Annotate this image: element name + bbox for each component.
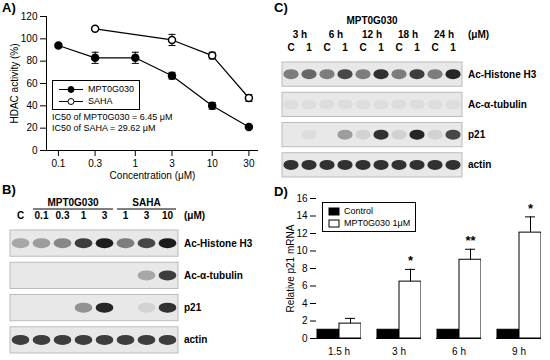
svg-text:1: 1	[450, 42, 456, 53]
svg-text:1: 1	[414, 42, 420, 53]
svg-text:1: 1	[81, 210, 87, 221]
svg-text:*: *	[408, 253, 414, 268]
svg-text:actin: actin	[468, 159, 491, 170]
svg-text:Ac-Histone H3: Ac-Histone H3	[184, 238, 253, 249]
svg-text:0.1: 0.1	[35, 210, 49, 221]
svg-text:C: C	[323, 42, 330, 53]
svg-text:*: *	[528, 201, 534, 216]
svg-text:3: 3	[169, 158, 175, 169]
html-text:IC50 of MPT0G030 = 6.45 μM: IC50 of MPT0G030 = 6.45 μM	[52, 112, 173, 122]
svg-text:(μM): (μM)	[468, 29, 489, 40]
svg-text:0: 0	[302, 333, 308, 344]
svg-text:0.3: 0.3	[56, 210, 70, 221]
svg-text:3 h: 3 h	[392, 346, 406, 357]
svg-text:8: 8	[302, 263, 308, 274]
svg-text:3: 3	[102, 210, 108, 221]
svg-text:0: 0	[32, 145, 38, 156]
svg-text:0.1: 0.1	[51, 158, 65, 169]
svg-text:Concentration (μM): Concentration (μM)	[110, 170, 196, 181]
svg-text:Ac-α-tubulin: Ac-α-tubulin	[184, 270, 243, 281]
svg-text:10: 10	[296, 245, 308, 256]
svg-text:120: 120	[21, 11, 38, 22]
svg-text:20: 20	[26, 122, 38, 133]
html-text:Control: Control	[344, 206, 373, 216]
svg-text:C: C	[431, 42, 438, 53]
svg-text:Ac-α-tubulin: Ac-α-tubulin	[468, 99, 527, 110]
svg-text:6 h: 6 h	[329, 29, 343, 40]
svg-text:10: 10	[207, 158, 219, 169]
svg-text:actin: actin	[184, 334, 207, 345]
svg-text:1: 1	[306, 42, 312, 53]
svg-text:12: 12	[296, 228, 308, 239]
svg-text:p21: p21	[468, 129, 486, 140]
svg-text:C: C	[395, 42, 402, 53]
html-text:MPT0G030: MPT0G030	[88, 84, 134, 94]
svg-text:100: 100	[21, 33, 38, 44]
html-text:SAHA: SAHA	[88, 96, 113, 106]
html-text:IC50 of SAHA = 29.62 μM: IC50 of SAHA = 29.62 μM	[52, 123, 156, 133]
svg-text:60: 60	[26, 78, 38, 89]
svg-text:C: C	[17, 210, 24, 221]
svg-text:14: 14	[296, 210, 308, 221]
html-text:A): A)	[2, 0, 16, 15]
svg-text:(μM): (μM)	[184, 210, 205, 221]
html-text:D): D)	[274, 184, 288, 199]
svg-text:30: 30	[243, 158, 255, 169]
svg-text:2: 2	[302, 315, 308, 326]
svg-text:**: **	[465, 233, 476, 248]
svg-text:1: 1	[378, 42, 384, 53]
html-text:B): B)	[2, 182, 16, 197]
html-text:MPT0G030 1μM: MPT0G030 1μM	[344, 218, 411, 228]
svg-text:6 h: 6 h	[452, 346, 466, 357]
svg-text:80: 80	[26, 55, 38, 66]
svg-text:18 h: 18 h	[398, 29, 418, 40]
svg-text:C: C	[287, 42, 294, 53]
svg-text:3 h: 3 h	[293, 29, 307, 40]
svg-text:1: 1	[133, 158, 139, 169]
svg-text:4: 4	[302, 298, 308, 309]
svg-text:6: 6	[302, 280, 308, 291]
svg-text:24 h: 24 h	[434, 29, 454, 40]
html-text:C): C)	[274, 0, 288, 15]
svg-text:Ac-Histone H3: Ac-Histone H3	[468, 69, 537, 80]
svg-text:1: 1	[123, 210, 129, 221]
svg-text:p21: p21	[184, 302, 202, 313]
svg-text:MPT0G030: MPT0G030	[47, 197, 99, 208]
svg-text:0.3: 0.3	[88, 158, 102, 169]
svg-text:MPT0G030: MPT0G030	[346, 15, 398, 26]
svg-text:HDAC activity (%): HDAC activity (%)	[9, 43, 20, 123]
svg-text:C: C	[359, 42, 366, 53]
svg-text:1.5 h: 1.5 h	[328, 346, 350, 357]
svg-text:3: 3	[144, 210, 150, 221]
svg-text:1: 1	[342, 42, 348, 53]
svg-text:40: 40	[26, 100, 38, 111]
svg-text:10: 10	[162, 210, 174, 221]
svg-text:16: 16	[296, 193, 308, 204]
svg-text:12 h: 12 h	[362, 29, 382, 40]
svg-text:9 h: 9 h	[512, 346, 526, 357]
svg-text:Relative p21 mRNA: Relative p21 mRNA	[285, 224, 296, 312]
svg-text:SAHA: SAHA	[132, 197, 160, 208]
